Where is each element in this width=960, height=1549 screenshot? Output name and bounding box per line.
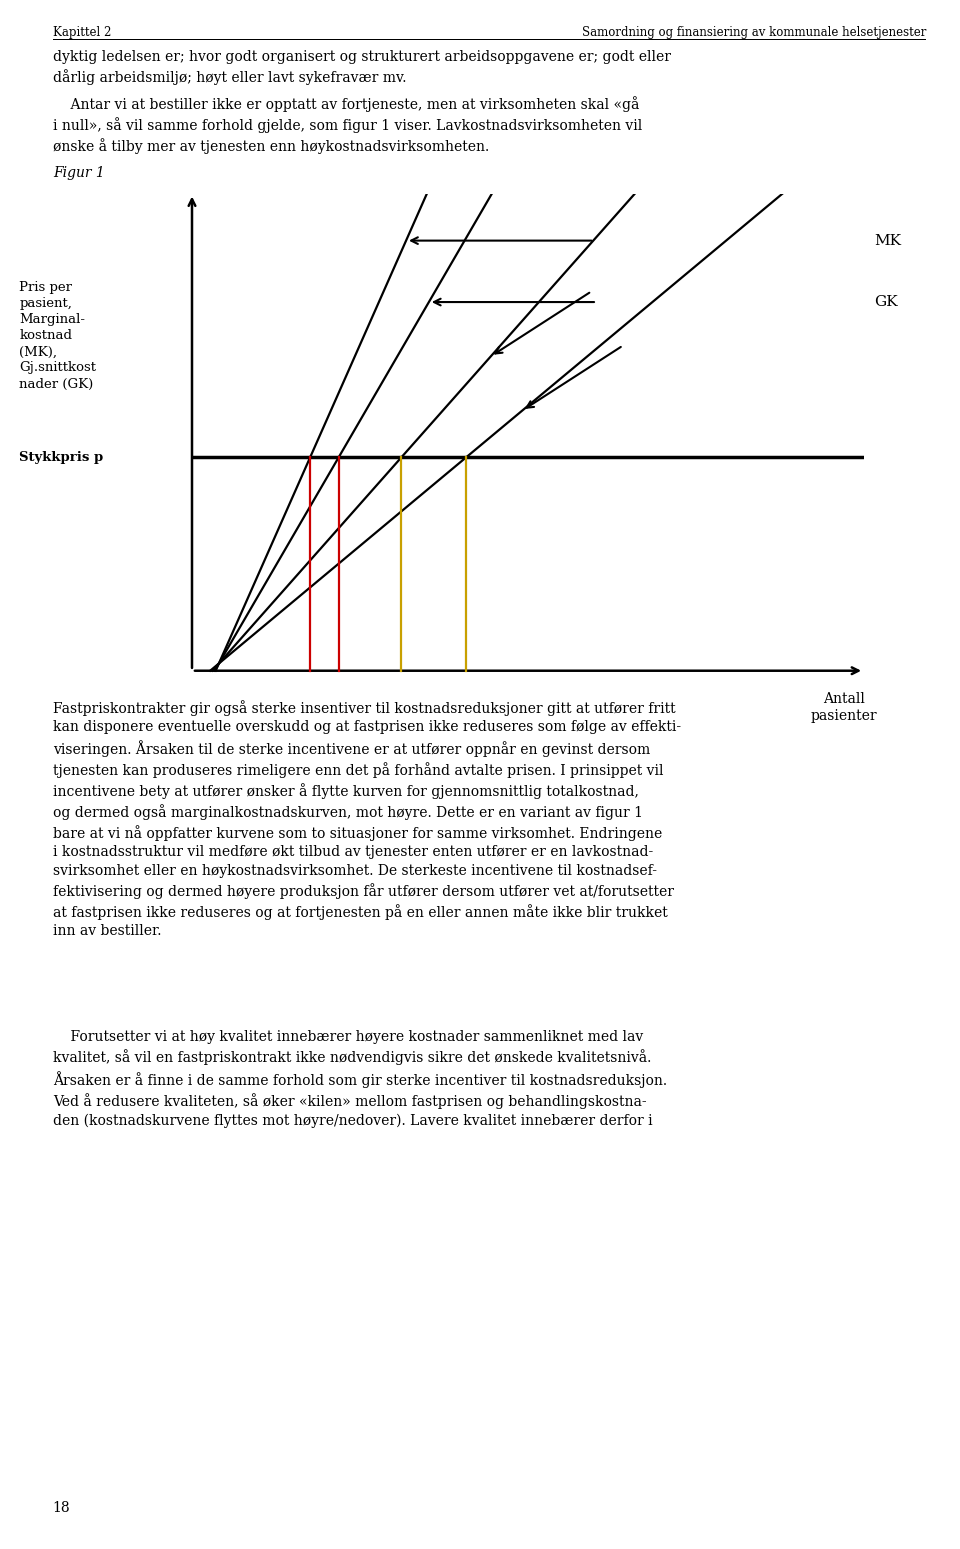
Text: Pris per
pasient,
Marginal-
kostnad
(MK),
Gj.snittkost
nader (GK): Pris per pasient, Marginal- kostnad (MK)… [19, 282, 96, 390]
Text: MK: MK [874, 234, 901, 248]
Text: 18: 18 [53, 1501, 70, 1515]
Text: dyktig ledelsen er; hvor godt organisert og strukturert arbeidsoppgavene er; god: dyktig ledelsen er; hvor godt organisert… [53, 50, 671, 85]
Text: Kapittel 2: Kapittel 2 [53, 26, 111, 39]
Text: Fastpriskontrakter gir også sterke insentiver til kostnadsreduksjoner gitt at ut: Fastpriskontrakter gir også sterke insen… [53, 700, 681, 939]
Text: Antall
pasienter: Antall pasienter [810, 692, 877, 722]
Text: GK: GK [874, 294, 898, 310]
Text: Forutsetter vi at høy kvalitet innebærer høyere kostnader sammenliknet med lav
k: Forutsetter vi at høy kvalitet innebærer… [53, 1030, 667, 1128]
Text: Stykkpris p: Stykkpris p [19, 451, 104, 465]
Text: Samordning og finansiering av kommunale helsetjenester: Samordning og finansiering av kommunale … [582, 26, 926, 39]
Text: Antar vi at bestiller ikke er opptatt av fortjeneste, men at virksomheten skal «: Antar vi at bestiller ikke er opptatt av… [53, 96, 642, 153]
Text: Figur 1: Figur 1 [53, 166, 105, 180]
